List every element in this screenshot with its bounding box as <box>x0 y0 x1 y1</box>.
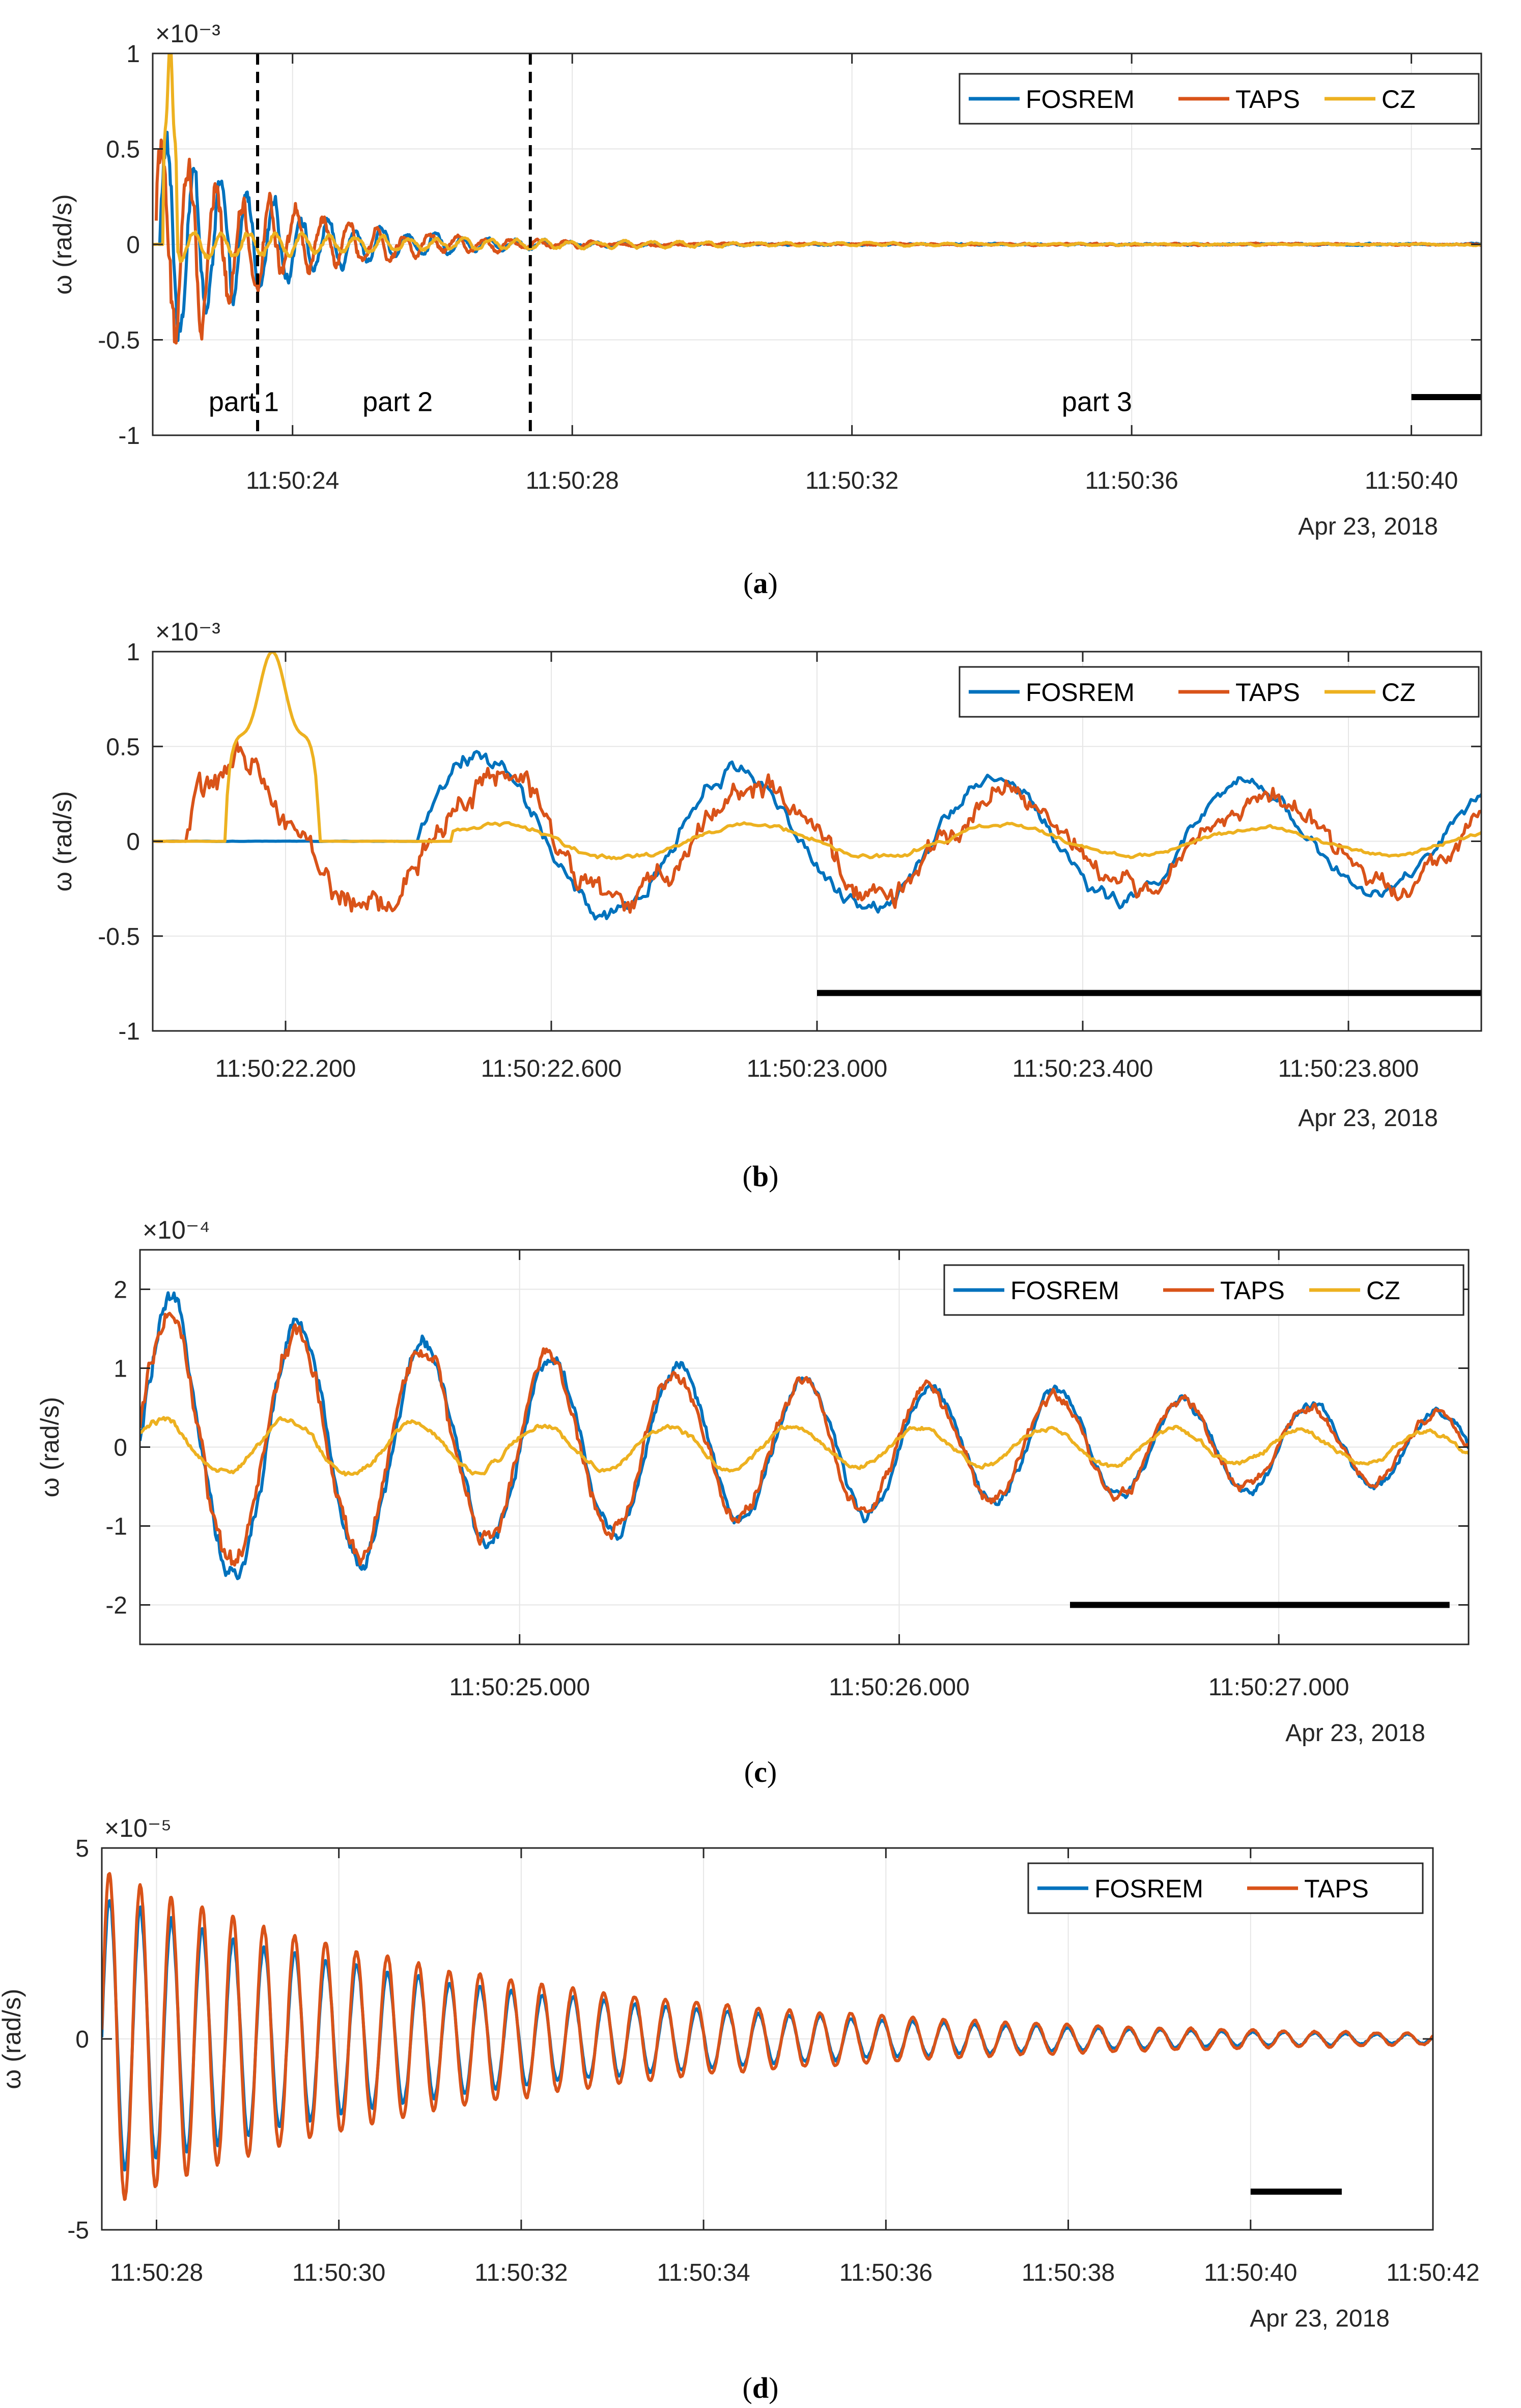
panel-caption: (a) <box>743 567 778 600</box>
y-tick-label: 5 <box>75 1835 89 1862</box>
series-line-fosrem <box>153 750 1481 921</box>
part-label: part 3 <box>1062 387 1132 417</box>
legend-label: FOSREM <box>1026 85 1135 114</box>
legend-label: TAPS <box>1220 1276 1285 1305</box>
y-tick-label: 2 <box>114 1277 127 1304</box>
panel-b: 11:50:22.200 11:50:22.600 11:50:23.000 11:5… <box>48 618 1482 1193</box>
series-line-cz <box>140 1416 1469 1477</box>
y-tick-label: 0 <box>126 232 140 259</box>
y-tick-label: 0.5 <box>106 136 140 163</box>
y-multiplier-label: ×10⁻⁵ <box>104 1814 172 1842</box>
date-label: Apr 23, 2018 <box>1250 2305 1390 2332</box>
part-label: part 2 <box>362 387 433 417</box>
x-tick-label: 11:50:32 <box>805 467 898 494</box>
x-tick-label: 11:50:25.000 <box>449 1674 590 1701</box>
x-tick-label: 11:50:32 <box>474 2259 568 2286</box>
y-tick-label: 1 <box>126 639 140 666</box>
series-group <box>140 1291 1469 1580</box>
y-tick-label: 0 <box>126 829 140 856</box>
x-tick-label: 11:50:26.000 <box>829 1674 970 1701</box>
panel-caption: (c) <box>744 1755 777 1788</box>
y-tick-label: -1 <box>118 1018 140 1045</box>
x-tick-label: 11:50:22.200 <box>215 1055 356 1082</box>
y-axis-label: ω (rad/s) <box>48 194 77 294</box>
x-tick-label: 11:50:24 <box>246 467 339 494</box>
series-line-taps <box>140 1311 1469 1567</box>
y-tick-label: 1 <box>126 41 140 68</box>
x-tick-label: 11:50:42 <box>1386 2259 1479 2286</box>
y-axis-label: ω (rad/s) <box>0 1989 26 2089</box>
date-label: Apr 23, 2018 <box>1298 1105 1438 1132</box>
y-tick-label: 0 <box>114 1435 127 1462</box>
part-label: part 1 <box>209 387 279 417</box>
series-line-fosrem <box>140 1291 1469 1580</box>
legend-box <box>1027 1862 1424 1914</box>
y-tick-label: -0.5 <box>98 923 140 950</box>
date-label: Apr 23, 2018 <box>1285 1720 1425 1747</box>
legend-label: CZ <box>1382 85 1416 114</box>
legend-label: FOSREM <box>1010 1276 1119 1305</box>
y-tick-label: -2 <box>105 1592 127 1619</box>
panel-caption-letter: c <box>754 1755 767 1788</box>
y-tick-label: -1 <box>118 423 140 450</box>
legend: FOSREM TAPS CZ <box>959 666 1480 718</box>
x-tick-label: 11:50:28 <box>110 2259 203 2286</box>
series-line-cz <box>153 652 1481 860</box>
legend-label: FOSREM <box>1094 1874 1203 1903</box>
y-tick-label: 0.5 <box>106 734 140 761</box>
legend-label: FOSREM <box>1026 678 1135 707</box>
series-line-cz <box>153 53 1481 263</box>
panel-c: 11:50:25.000 11:50:26.000 11:50:27.000 -2 -1… <box>36 1216 1470 1788</box>
series-line-taps <box>153 739 1481 914</box>
panel-caption: (d) <box>743 2371 779 2404</box>
panel-caption-letter: a <box>753 567 768 600</box>
x-tick-label: 11:50:36 <box>839 2259 933 2286</box>
panel-caption: (b) <box>743 1160 779 1193</box>
x-tick-label: 11:50:22.600 <box>481 1055 622 1082</box>
y-axis-label: ω (rad/s) <box>36 1397 64 1497</box>
series-group <box>102 1872 1433 2201</box>
legend: FOSREM TAPS CZ <box>943 1264 1464 1316</box>
x-tick-label: 11:50:38 <box>1022 2259 1115 2286</box>
series-line-fosrem <box>158 130 1481 342</box>
x-tick-label: 11:50:28 <box>526 467 619 494</box>
x-tick-label: 11:50:36 <box>1085 467 1178 494</box>
series-line-taps <box>102 1872 1433 2201</box>
x-tick-label: 11:50:23.400 <box>1012 1055 1153 1082</box>
y-axis-label: ω (rad/s) <box>48 791 77 891</box>
legend: FOSREM TAPS <box>1027 1862 1424 1914</box>
panel-a: part 1 part 2 part 3 11:50:24 11:50:28 11:50:… <box>48 19 1482 600</box>
legend-label: TAPS <box>1235 85 1300 114</box>
series-group <box>153 652 1481 921</box>
y-multiplier-label: ×10⁻⁴ <box>143 1216 210 1244</box>
date-label: Apr 23, 2018 <box>1298 513 1438 540</box>
panel-caption-letter: d <box>752 2371 769 2404</box>
series-group <box>153 53 1481 345</box>
x-tick-label: 11:50:40 <box>1365 467 1458 494</box>
x-tick-label: 11:50:30 <box>292 2259 385 2286</box>
x-tick-label: 11:50:23.000 <box>747 1055 888 1082</box>
y-tick-label: 0 <box>75 2026 89 2053</box>
y-tick-label: -0.5 <box>98 327 140 354</box>
y-tick-label: -1 <box>105 1514 127 1541</box>
panel-d: 11:50:28 11:50:30 11:50:32 11:50:34 11:50:36… <box>0 1814 1480 2404</box>
legend-label: TAPS <box>1235 678 1300 707</box>
legend-label: TAPS <box>1304 1874 1369 1903</box>
y-multiplier-label: ×10⁻³ <box>155 19 220 48</box>
x-tick-label: 11:50:34 <box>657 2259 750 2286</box>
legend: FOSREM TAPS CZ <box>959 73 1480 125</box>
x-tick-label: 11:50:27.000 <box>1208 1674 1349 1701</box>
x-tick-label: 11:50:40 <box>1204 2259 1297 2286</box>
x-tick-label: 11:50:23.800 <box>1278 1055 1419 1082</box>
legend-label: CZ <box>1366 1276 1400 1305</box>
series-line-taps <box>154 138 1481 345</box>
panel-caption-letter: b <box>752 1160 769 1193</box>
legend-label: CZ <box>1382 678 1416 707</box>
y-tick-label: 1 <box>114 1356 127 1383</box>
y-multiplier-label: ×10⁻³ <box>155 618 220 646</box>
y-tick-label: -5 <box>67 2217 89 2244</box>
